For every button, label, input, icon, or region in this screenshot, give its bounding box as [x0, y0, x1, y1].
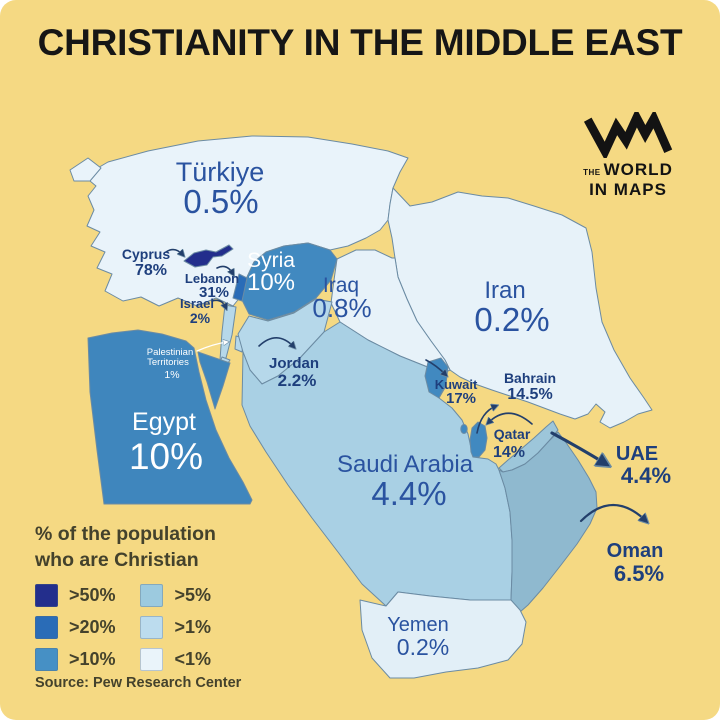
israel-arrow [211, 299, 226, 308]
legend-label-lt1: <1% [174, 649, 211, 670]
legend-label-gt20: >20% [69, 617, 116, 638]
label-egypt-name: Egypt [132, 408, 196, 436]
label-lebanon-value: 31% [199, 284, 229, 301]
legend-grid: >50% >20% >10% >5% >1% <1% [35, 584, 216, 672]
label-kuwait-value: 17% [446, 390, 476, 407]
legend-item-lt1: <1% [140, 648, 215, 672]
legend-swatch-gt10 [35, 648, 58, 672]
label-iran-value: 0.2% [474, 301, 549, 338]
label-syria-value: 10% [247, 269, 295, 296]
label-israel-value: 2% [190, 310, 211, 326]
kuwait-arrow [425, 359, 446, 375]
label-uae-name: UAE [616, 443, 658, 465]
uae-arrow [550, 431, 606, 464]
legend-swatch-lt1 [140, 648, 164, 672]
label-egypt-value: 10% [129, 436, 203, 477]
label-palestinian-value: 1% [164, 369, 179, 381]
label-jordan-name: Jordan [269, 355, 319, 372]
country-bahrain [460, 424, 468, 434]
label-bahrain-name: Bahrain [504, 370, 556, 386]
label-iraq-name: Iraq [323, 274, 359, 297]
jordan-arrow [258, 336, 294, 347]
label-cyprus-value: 78% [135, 262, 167, 279]
legend-title-line2: who are Christian [35, 548, 199, 571]
label-kuwait-name: Kuwait [435, 377, 478, 392]
country-israel [219, 304, 237, 361]
label-saudi-arabia-name: Saudi Arabia [337, 451, 474, 478]
label-palestinian-name-line1: Palestinian [147, 347, 193, 358]
country-saudi-arabia [241, 321, 513, 607]
logo-world: WORLD [603, 160, 673, 179]
legend-swatch-gt1 [140, 616, 164, 640]
label-syria-name: Syria [247, 249, 295, 272]
country-oman [498, 431, 598, 613]
label-israel-name: Israel [180, 296, 214, 311]
legend: % of the population who are Christian >5… [35, 522, 216, 672]
logo-in-maps: IN MAPS [589, 180, 667, 199]
legend-title: % of the population who are Christian [35, 522, 216, 573]
lebanon-arrow [216, 265, 233, 274]
legend-item-gt20: >20% [35, 616, 120, 640]
legend-swatch-gt20 [35, 616, 58, 640]
country-syria [240, 242, 338, 321]
label-qatar-name: Qatar [494, 426, 531, 442]
label-yemen-value: 0.2% [397, 634, 449, 660]
legend-label-gt50: >50% [69, 585, 116, 606]
legend-item-gt10: >10% [35, 648, 120, 672]
source-note: Source: Pew Research Center [35, 675, 242, 691]
label-iran-name: Iran [484, 277, 525, 304]
cyprus-arrow [165, 250, 183, 255]
country-turkiye-thrace [69, 157, 102, 182]
label-palestinian-name-line2: Territories [147, 357, 189, 368]
label-yemen-name: Yemen [387, 614, 449, 636]
country-cyprus [183, 244, 234, 268]
legend-swatch-gt5 [140, 584, 164, 608]
label-jordan-value: 2.2% [278, 371, 317, 390]
country-lebanon [232, 273, 248, 302]
bahrain-arrow [476, 406, 496, 434]
label-lebanon-name: Lebanon [185, 271, 239, 286]
country-egypt-sinai [197, 351, 231, 410]
legend-label-gt10: >10% [69, 649, 116, 670]
logo-the: THE [583, 168, 601, 177]
label-turkiye-value: 0.5% [183, 183, 258, 220]
country-egypt [87, 329, 253, 505]
wm-logo-icon [583, 112, 673, 158]
label-uae-value: 4.4% [621, 463, 671, 488]
legend-item-gt1: >1% [140, 616, 215, 640]
legend-item-gt5: >5% [140, 584, 215, 608]
legend-label-gt1: >1% [174, 617, 211, 638]
label-iraq-value: 0.8% [312, 293, 371, 323]
legend-swatch-gt50 [35, 584, 58, 608]
label-oman-value: 6.5% [614, 561, 664, 586]
page-title: CHRISTIANITY IN THE MIDDLE EAST [37, 22, 683, 63]
country-yemen [359, 591, 527, 679]
legend-item-gt50: >50% [35, 584, 120, 608]
legend-label-gt5: >5% [174, 585, 211, 606]
qatar-arrow [488, 412, 533, 424]
legend-title-line1: % of the population [35, 523, 216, 545]
label-saudi-arabia-value: 4.4% [371, 475, 446, 512]
label-turkiye-name: Türkiye [176, 157, 265, 187]
label-qatar-value: 14% [493, 444, 525, 461]
country-qatar [469, 421, 488, 458]
oman-arrow [579, 503, 646, 521]
label-cyprus-name: Cyprus [122, 246, 170, 262]
label-bahrain-value: 14.5% [507, 386, 552, 403]
palestinian-territories-arrow [196, 342, 227, 352]
logo-text-line1: THE WORLD [583, 160, 673, 180]
world-in-maps-logo: THE WORLD IN MAPS [582, 112, 674, 200]
label-oman-name: Oman [607, 540, 664, 562]
country-kuwait [424, 357, 449, 399]
